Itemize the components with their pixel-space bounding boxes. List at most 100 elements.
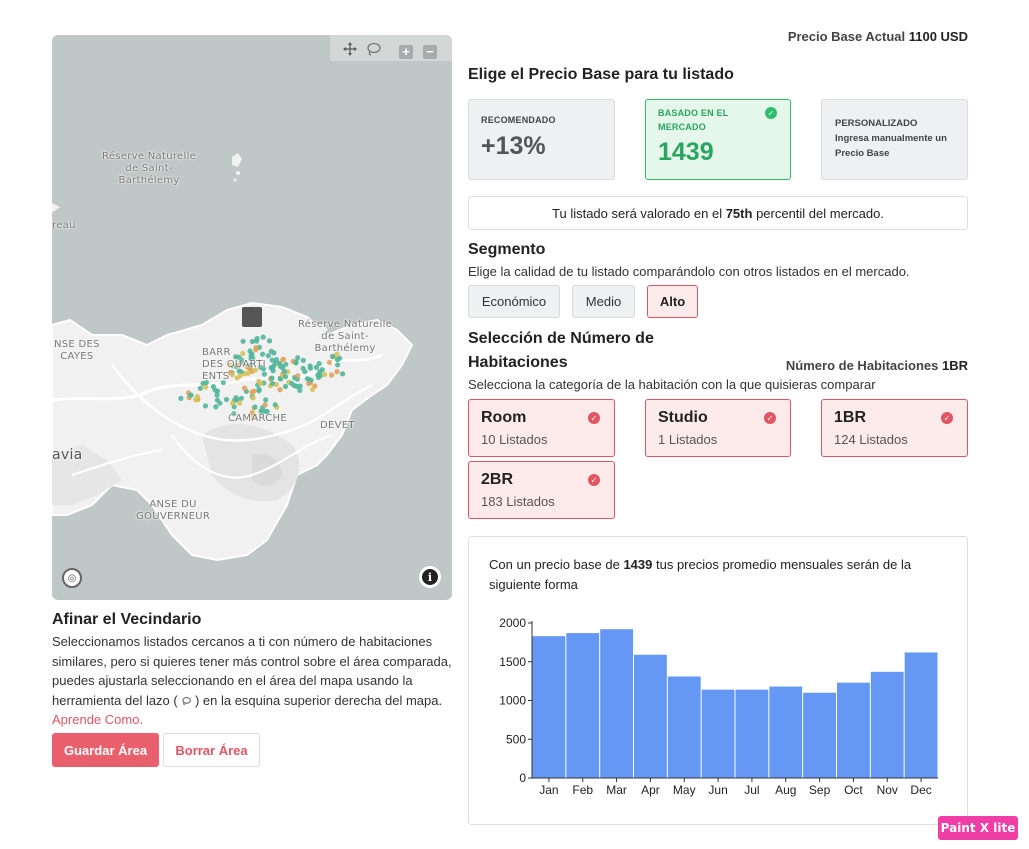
recommended-card[interactable]: RECOMENDADO +13% bbox=[468, 99, 615, 180]
listing-dot[interactable] bbox=[238, 395, 244, 401]
listing-dot[interactable] bbox=[248, 356, 254, 362]
room-option-1br[interactable]: 1BR 124 Listados ✓ bbox=[821, 399, 968, 457]
listing-dot[interactable] bbox=[263, 397, 269, 403]
listing-dot[interactable] bbox=[252, 413, 258, 419]
listing-dot[interactable] bbox=[329, 372, 335, 378]
listing-dot[interactable] bbox=[302, 369, 308, 375]
listing-dot[interactable] bbox=[254, 335, 260, 342]
listing-dot[interactable] bbox=[329, 353, 336, 360]
listing-dot[interactable] bbox=[316, 361, 322, 367]
listing-dot[interactable] bbox=[249, 351, 255, 357]
listing-dot[interactable] bbox=[313, 364, 319, 370]
listing-dot[interactable] bbox=[227, 362, 233, 368]
learn-how-link[interactable]: Aprende Como. bbox=[52, 712, 144, 727]
listing-dot[interactable] bbox=[266, 338, 273, 344]
listing-dot[interactable] bbox=[277, 387, 283, 393]
listing-dot[interactable] bbox=[238, 369, 244, 375]
listing-dot[interactable] bbox=[272, 402, 278, 408]
listing-dot[interactable] bbox=[309, 386, 316, 393]
listing-dot[interactable] bbox=[293, 359, 299, 365]
listing-dot[interactable] bbox=[231, 411, 237, 417]
listing-dot[interactable] bbox=[220, 380, 226, 386]
listing-dot[interactable] bbox=[237, 400, 243, 406]
listing-dot[interactable] bbox=[260, 351, 266, 357]
listing-dot[interactable] bbox=[237, 373, 243, 379]
listing-dot[interactable] bbox=[297, 387, 303, 393]
listing-dot[interactable] bbox=[300, 357, 306, 363]
listing-dot[interactable] bbox=[229, 372, 235, 378]
market-card[interactable]: BASADO EN EL MERCADO ✓ 1439 bbox=[645, 99, 791, 180]
listing-dot[interactable] bbox=[213, 404, 219, 410]
listing-dot[interactable] bbox=[271, 350, 277, 356]
room-option-2br[interactable]: 2BR 183 Listados ✓ bbox=[468, 461, 615, 519]
listing-dot[interactable] bbox=[289, 380, 295, 386]
listing-dot[interactable] bbox=[280, 356, 286, 363]
listing-dot[interactable] bbox=[273, 381, 279, 388]
listing-dot[interactable] bbox=[259, 409, 265, 415]
listing-dot[interactable] bbox=[282, 383, 289, 390]
info-icon[interactable]: i bbox=[419, 566, 441, 588]
save-area-button[interactable]: Guardar Área bbox=[52, 733, 159, 767]
listing-dot[interactable] bbox=[265, 353, 271, 359]
listing-dot[interactable] bbox=[282, 374, 289, 380]
listing-dot[interactable] bbox=[203, 379, 209, 386]
listing-dot[interactable] bbox=[326, 359, 332, 366]
listing-dot[interactable] bbox=[273, 357, 279, 363]
listing-dot[interactable] bbox=[334, 356, 340, 363]
listing-dot[interactable] bbox=[203, 384, 209, 390]
listing-dot[interactable] bbox=[240, 350, 246, 357]
segment-alto-button[interactable]: Alto bbox=[647, 285, 698, 318]
room-option-studio[interactable]: Studio 1 Listados ✓ bbox=[645, 399, 791, 457]
segment-medio-button[interactable]: Medio bbox=[572, 285, 635, 318]
map-base-layer[interactable] bbox=[52, 35, 452, 600]
listing-dot[interactable] bbox=[340, 371, 346, 377]
listing-dot[interactable] bbox=[233, 354, 239, 360]
listing-dot[interactable] bbox=[256, 378, 262, 384]
listing-dot[interactable] bbox=[253, 345, 259, 351]
listing-dot[interactable] bbox=[295, 373, 301, 379]
clear-area-button[interactable]: Borrar Área bbox=[163, 733, 260, 767]
listing-dot[interactable] bbox=[335, 362, 341, 368]
listing-dot[interactable] bbox=[307, 365, 313, 371]
lasso-icon[interactable] bbox=[365, 41, 381, 57]
listing-dot[interactable] bbox=[235, 362, 242, 369]
listing-dot[interactable] bbox=[260, 334, 266, 340]
room-option-room[interactable]: Room 10 Listados ✓ bbox=[468, 399, 615, 457]
listing-dot[interactable] bbox=[269, 380, 275, 387]
zoom-in-icon[interactable]: + bbox=[399, 45, 413, 59]
listing-dot[interactable] bbox=[210, 384, 216, 390]
listing-dot[interactable] bbox=[230, 400, 236, 406]
listing-dot[interactable] bbox=[238, 359, 245, 365]
listing-dot[interactable] bbox=[297, 383, 303, 389]
listing-dot[interactable] bbox=[269, 357, 275, 363]
listing-dot[interactable] bbox=[295, 355, 301, 361]
listing-dot[interactable] bbox=[240, 338, 246, 344]
zoom-out-icon[interactable]: − bbox=[423, 45, 437, 59]
listing-dot[interactable] bbox=[252, 404, 258, 410]
listing-dot[interactable] bbox=[264, 409, 270, 415]
listing-dot[interactable] bbox=[249, 389, 255, 395]
listing-dot[interactable] bbox=[322, 371, 328, 378]
listing-dot[interactable] bbox=[318, 372, 324, 378]
listing-dot[interactable] bbox=[252, 367, 258, 373]
listing-dot[interactable] bbox=[277, 363, 283, 369]
listing-dot[interactable] bbox=[247, 365, 253, 371]
listing-dot[interactable] bbox=[178, 395, 184, 401]
listing-dot[interactable] bbox=[249, 338, 255, 345]
listing-dot[interactable] bbox=[334, 351, 340, 357]
listing-dot[interactable] bbox=[283, 361, 289, 367]
listing-dot[interactable] bbox=[268, 365, 274, 371]
listing-dot[interactable] bbox=[242, 385, 248, 391]
listing-dot[interactable] bbox=[281, 368, 287, 375]
custom-card[interactable]: PERSONALIZADO Ingresa manualmente un Prec… bbox=[821, 99, 968, 180]
listing-dot[interactable] bbox=[217, 400, 223, 406]
listing-dot[interactable] bbox=[334, 369, 340, 375]
neighborhood-map[interactable]: Réserve Naturelle de Saint- Barthélemy R… bbox=[52, 35, 452, 600]
listing-dot[interactable] bbox=[223, 396, 230, 403]
listing-dot[interactable] bbox=[214, 392, 220, 398]
move-icon[interactable] bbox=[342, 41, 358, 57]
listing-dot[interactable] bbox=[245, 370, 251, 376]
mapbox-logo-icon[interactable]: ◎ bbox=[62, 568, 82, 588]
segment-economico-button[interactable]: Económico bbox=[468, 285, 560, 318]
listing-dot[interactable] bbox=[187, 392, 193, 398]
